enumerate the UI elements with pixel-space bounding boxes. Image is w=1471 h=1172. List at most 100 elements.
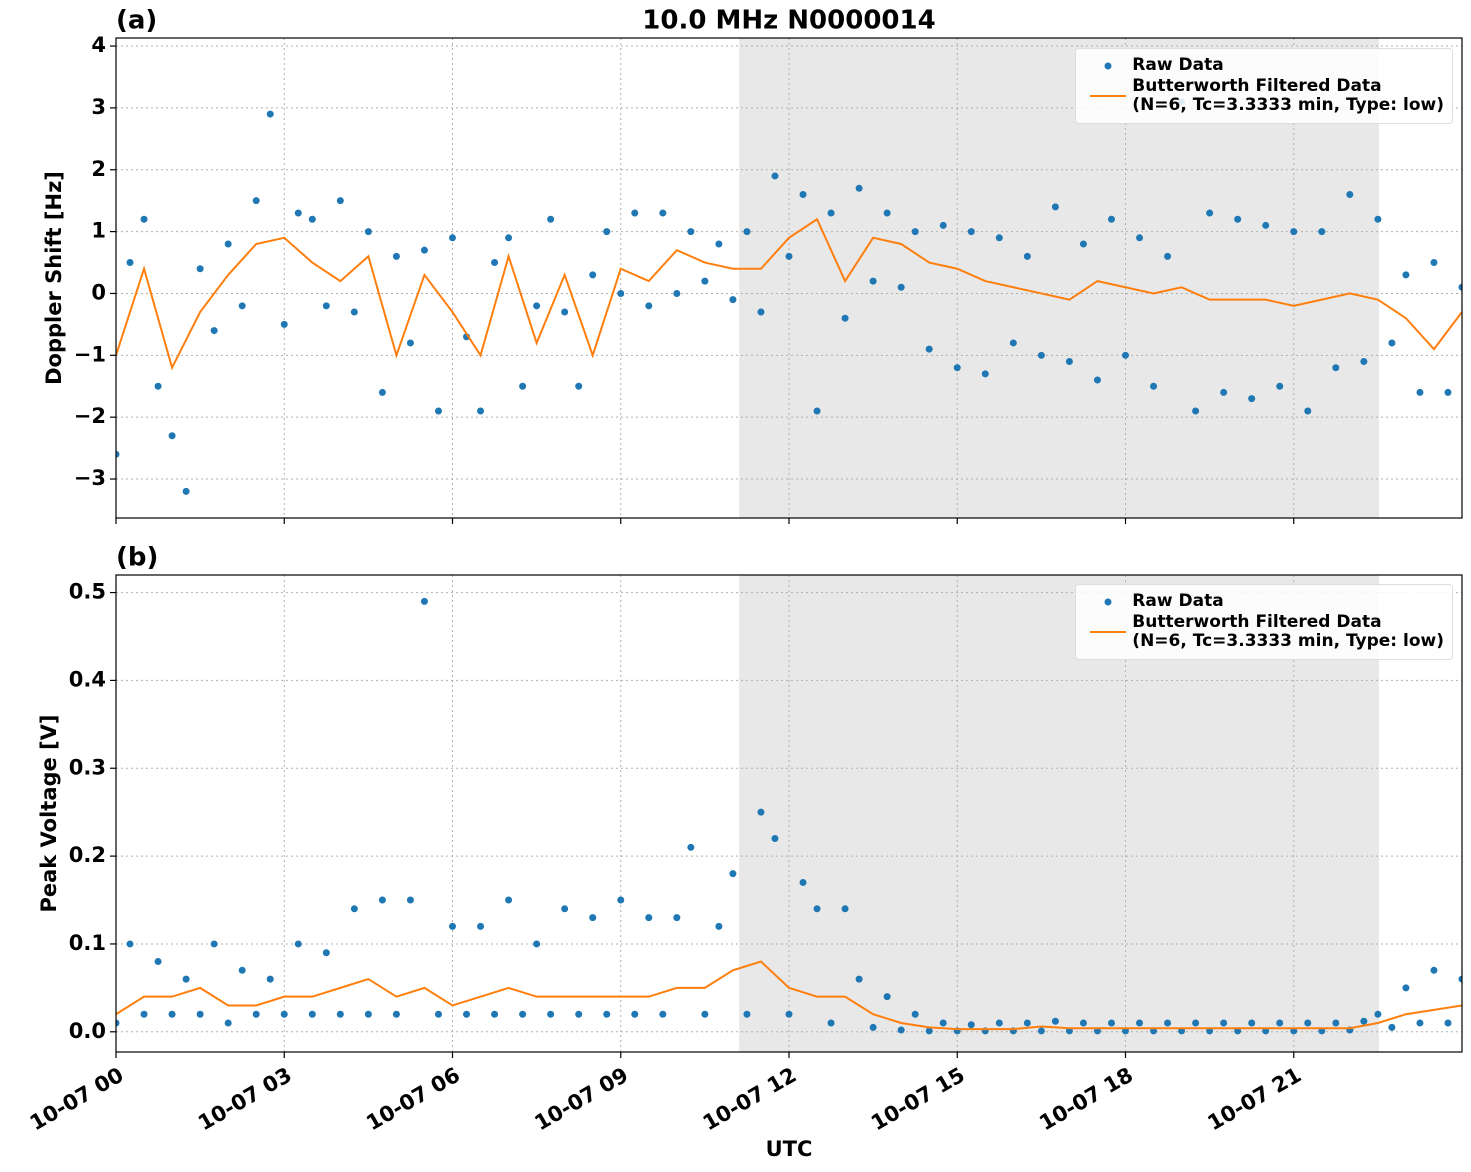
raw-point — [266, 110, 274, 118]
raw-point — [238, 966, 246, 974]
raw-point — [911, 228, 919, 236]
raw-point — [238, 302, 246, 310]
panel-label: (a) — [116, 6, 157, 36]
legend-label: Raw Data — [1132, 591, 1224, 611]
raw-point — [1248, 1019, 1256, 1027]
raw-point — [1430, 966, 1438, 974]
raw-point — [673, 914, 681, 922]
raw-point — [561, 308, 569, 316]
raw-point — [1360, 1017, 1368, 1025]
x-tick-label: 10-07 15 — [867, 1063, 969, 1136]
raw-point — [757, 808, 765, 816]
raw-point — [491, 1010, 499, 1018]
raw-point — [252, 1010, 260, 1018]
raw-point — [1192, 1019, 1200, 1027]
legend-entry: Butterworth Filtered Data (N=6, Tc=3.333… — [1084, 613, 1444, 651]
raw-point — [116, 1019, 120, 1027]
raw-point — [1374, 1010, 1382, 1018]
raw-point — [813, 407, 821, 415]
x-tick-label: 10-07 06 — [362, 1063, 464, 1136]
legend-key — [1084, 592, 1132, 611]
raw-point — [224, 1019, 232, 1027]
legend-swatch — [1104, 598, 1112, 605]
raw-point — [406, 339, 414, 347]
raw-point — [364, 1010, 372, 1018]
legend-swatch — [1090, 95, 1127, 97]
raw-point — [505, 896, 513, 904]
raw-point — [1051, 203, 1059, 211]
raw-point — [729, 296, 737, 304]
y-tick-label: 2 — [91, 157, 106, 181]
raw-point — [519, 382, 527, 390]
raw-point — [1444, 388, 1452, 396]
raw-point — [477, 407, 485, 415]
raw-point — [1332, 1019, 1340, 1027]
raw-point — [1079, 240, 1087, 248]
raw-point — [967, 228, 975, 236]
axes-frame — [115, 574, 1463, 1053]
raw-point — [477, 922, 485, 930]
raw-point — [1164, 252, 1172, 260]
raw-point — [743, 1010, 751, 1018]
raw-point — [701, 277, 709, 285]
legend-entry: Raw Data — [1084, 592, 1444, 611]
chart-title: 10.0 MHz N0000014 — [642, 6, 935, 36]
raw-point — [603, 1010, 611, 1018]
raw-point — [116, 450, 120, 458]
raw-point — [1430, 259, 1438, 267]
legend-key — [1084, 56, 1132, 75]
raw-point — [925, 1027, 933, 1035]
raw-point — [981, 370, 989, 378]
raw-point — [1107, 1019, 1115, 1027]
raw-point — [1164, 1019, 1172, 1027]
raw-point — [196, 1010, 204, 1018]
raw-point — [336, 1010, 344, 1018]
y-tick-label: 0.2 — [69, 843, 106, 867]
raw-point — [1150, 382, 1158, 390]
raw-point — [1388, 1023, 1396, 1031]
raw-point — [1360, 358, 1368, 366]
raw-point — [1023, 1019, 1031, 1027]
raw-point — [210, 327, 218, 335]
raw-point — [673, 289, 681, 297]
raw-point — [1009, 339, 1017, 347]
raw-point — [1346, 190, 1354, 198]
raw-point — [925, 345, 933, 353]
raw-point — [995, 1019, 1003, 1027]
raw-point — [168, 432, 176, 440]
raw-point — [841, 314, 849, 322]
raw-point — [715, 922, 723, 930]
raw-point — [575, 1010, 583, 1018]
legend-label: Butterworth Filtered Data (N=6, Tc=3.333… — [1132, 612, 1444, 651]
legend: Raw Data Butterworth Filtered Data (N=6, … — [1075, 48, 1453, 124]
y-tick-label: 0.3 — [69, 755, 106, 779]
legend-entry: Butterworth Filtered Data (N=6, Tc=3.333… — [1084, 77, 1444, 115]
raw-point — [434, 1010, 442, 1018]
raw-point — [168, 1010, 176, 1018]
raw-point — [350, 905, 358, 913]
raw-point — [1304, 407, 1312, 415]
raw-point — [322, 949, 330, 957]
x-axis-label: UTC — [766, 1137, 813, 1161]
raw-point — [1093, 376, 1101, 384]
raw-point — [182, 975, 190, 983]
y-tick-label: −1 — [74, 342, 106, 366]
raw-point — [252, 197, 260, 205]
raw-point — [364, 228, 372, 236]
raw-point — [743, 228, 751, 236]
raw-point — [883, 993, 891, 1001]
raw-point — [280, 320, 288, 328]
raw-point — [1262, 221, 1270, 229]
raw-point — [645, 302, 653, 310]
raw-point — [533, 940, 541, 948]
y-tick-label: −2 — [74, 404, 106, 428]
panel-label: (b) — [116, 543, 158, 573]
x-tick-label: 10-07 03 — [194, 1063, 296, 1136]
raw-point — [1444, 1019, 1452, 1027]
legend-marker — [1104, 62, 1112, 69]
x-tick-label: 10-07 21 — [1203, 1063, 1305, 1136]
legend-key — [1084, 613, 1132, 651]
raw-point — [378, 896, 386, 904]
raw-point — [1416, 388, 1424, 396]
